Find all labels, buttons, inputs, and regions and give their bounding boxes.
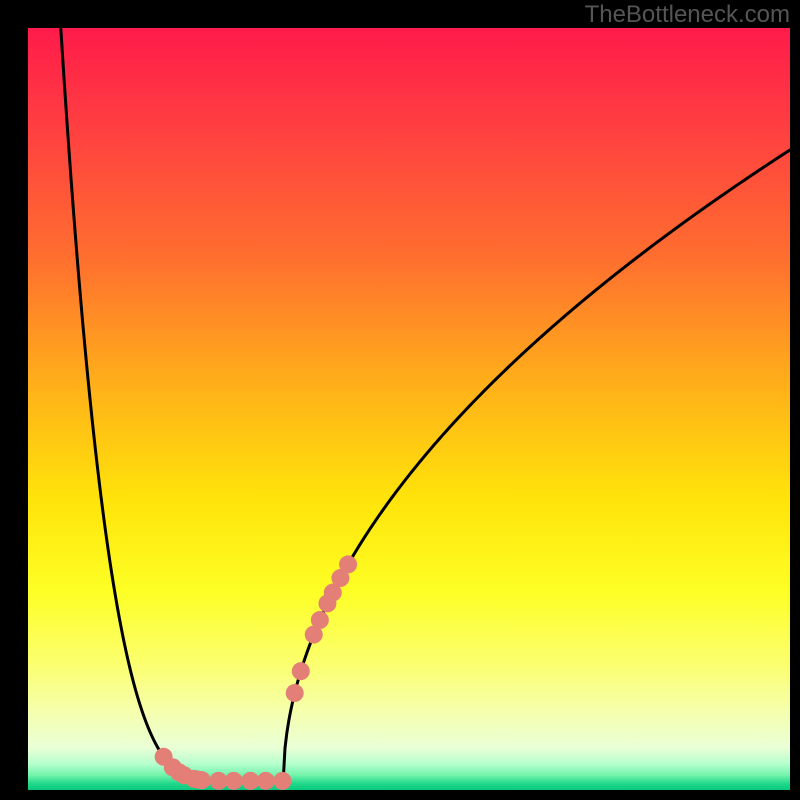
data-marker xyxy=(292,662,310,680)
data-marker xyxy=(274,772,292,790)
data-marker xyxy=(311,611,329,629)
data-marker xyxy=(339,555,357,573)
watermark-text: TheBottleneck.com xyxy=(585,1,790,29)
data-marker xyxy=(257,772,275,790)
plot-area xyxy=(28,28,790,790)
data-marker xyxy=(193,771,211,789)
data-marker xyxy=(286,684,304,702)
chart-frame: TheBottleneck.com xyxy=(0,0,800,800)
gradient-background xyxy=(28,28,790,790)
data-marker xyxy=(225,772,243,790)
